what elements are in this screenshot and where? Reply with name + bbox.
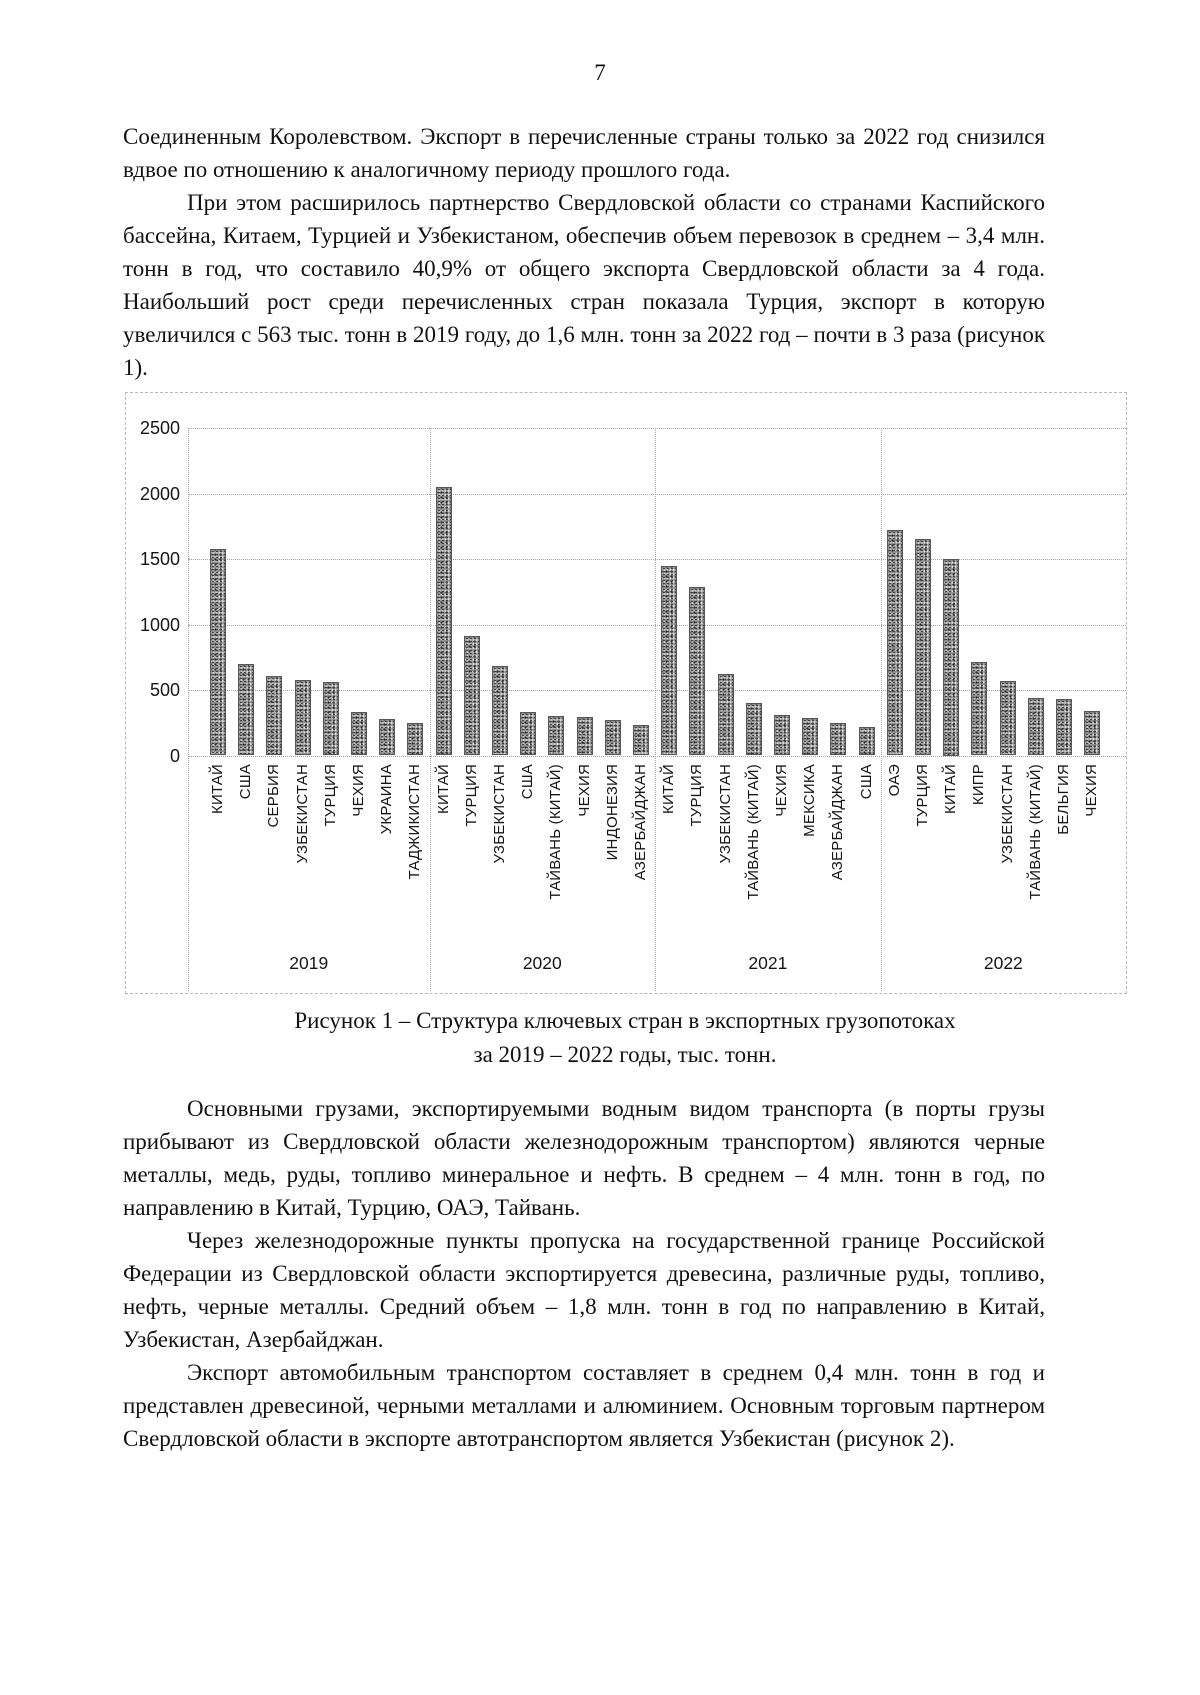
x-axis-label: АЗЕРБАЙДЖАН: [632, 764, 649, 881]
paragraph: Экспорт автомобильным транспортом состав…: [123, 1360, 1045, 1451]
bar: [1056, 699, 1072, 756]
page-number: 7: [594, 60, 606, 85]
x-axis-label: МЕКСИКА: [801, 764, 819, 837]
bar: [548, 715, 565, 756]
x-axis-label: СЕРБИЯ: [265, 764, 283, 828]
bar: [322, 681, 339, 756]
bar: [802, 718, 819, 756]
gridline: [188, 624, 1126, 626]
x-axis-label: АЗЕРБАЙДЖАН: [829, 764, 847, 881]
year-label: 2022: [983, 953, 1023, 973]
x-axis-label: ТАЙВАНЬ (КИТАЙ): [1026, 764, 1044, 900]
group-divider: [429, 428, 431, 991]
body-text-bottom: Основными грузами, экспортируемыми водны…: [123, 1092, 1045, 1455]
x-axis-label: УКРАИНА: [378, 764, 396, 835]
x-axis-label: УЗБЕКИСТАН: [293, 764, 311, 864]
x-axis-label: УЗБЕКИСТАН: [716, 764, 734, 864]
bar: [745, 703, 762, 756]
group-divider: [655, 428, 657, 991]
x-axis-label: КИПР: [970, 764, 988, 806]
figure-1-chart: 0 500 1000 1500 2000 2500 КИТАЙ США СЕРБИЯ УЗБЕКИ…: [125, 392, 1127, 994]
bar: [294, 680, 311, 756]
x-axis-label: ТУРЦИЯ: [688, 764, 706, 827]
bar: [1084, 710, 1101, 756]
paragraph: Соединенным Королевством. Экспорт в пере…: [123, 124, 1045, 182]
x-axis-label: ЧЕХИЯ: [350, 764, 367, 817]
x-axis-label: США: [519, 764, 537, 800]
bar: [689, 586, 706, 756]
bar: [379, 718, 396, 756]
year-label: 2021: [748, 953, 788, 973]
x-axis-label: ЧЕХИЯ: [773, 764, 790, 817]
x-axis-label: ОАЭ: [885, 764, 903, 797]
x-axis-label: ТАДЖИКИСТАН: [406, 764, 424, 880]
x-axis-label: ТАЙВАНЬ (КИТАЙ): [547, 764, 565, 900]
bar: [999, 681, 1016, 756]
y-axis-tick-label: 0: [169, 745, 180, 766]
gridline: [188, 559, 1126, 560]
bar: [971, 662, 988, 756]
bar: [492, 666, 508, 756]
paragraph: Основными грузами, экспортируемыми водны…: [123, 1096, 1045, 1220]
figure-caption-line2: за 2019 – 2022 годы, тыс. тонн.: [473, 1042, 777, 1067]
y-axis-tick-label: 1000: [139, 614, 180, 635]
body-text-top: Соединенным Королевством. Экспорт в пере…: [123, 120, 1045, 384]
x-axis-label: США: [237, 764, 255, 800]
x-axis-label: КИТАЙ: [209, 764, 226, 814]
x-axis-label: БЕЛЬГИЯ: [1055, 764, 1072, 835]
y-axis-tick-label: 500: [149, 680, 180, 700]
x-axis-label: ЧЕХИЯ: [575, 764, 593, 817]
figure-caption: Рисунок 1 – Структура ключевых стран в э…: [125, 1004, 1125, 1072]
bar: [1027, 697, 1044, 756]
figure-caption-line1: Рисунок 1 – Структура ключевых стран в э…: [294, 1008, 956, 1033]
gridline: [188, 493, 1126, 495]
paragraph: При этом расширилось партнерство Свердло…: [123, 190, 1045, 380]
y-axis-line: [188, 428, 189, 991]
x-axis-label: УЗБЕКИСТАН: [998, 764, 1016, 864]
y-axis-tick-label: 2500: [139, 418, 180, 438]
gridline: [188, 690, 1126, 691]
bar: [717, 674, 734, 756]
y-axis-tick-label: 2000: [139, 483, 180, 504]
group-divider: [880, 428, 882, 991]
x-axis-label: ТУРЦИЯ: [462, 764, 480, 827]
gridline: [188, 755, 1126, 757]
x-axis-label: США: [857, 764, 875, 800]
bar: [463, 636, 480, 756]
x-axis-label: ТАЙВАНЬ (КИТАЙ): [744, 764, 762, 900]
bar: [661, 565, 678, 756]
x-axis-label: КИТАЙ: [434, 764, 452, 814]
bar: [210, 548, 226, 756]
bar: [886, 530, 903, 756]
y-axis-tick-label: 1500: [139, 549, 180, 569]
x-axis-label: УЗБЕКИСТАН: [491, 764, 508, 864]
x-axis-label: КИТАЙ: [942, 764, 960, 814]
bar: [774, 714, 790, 756]
x-axis-label: ТУРЦИЯ: [914, 764, 931, 827]
bar: [858, 727, 875, 756]
bar: [266, 675, 283, 756]
bar: [351, 712, 367, 756]
bar: [915, 539, 931, 756]
paragraph: Через железнодорожные пункты пропуска на…: [123, 1228, 1045, 1352]
bar: [604, 720, 621, 756]
bar: [435, 486, 452, 756]
bar: [943, 559, 960, 756]
bar: [830, 723, 847, 756]
bar: [407, 723, 424, 756]
bar: [633, 725, 649, 756]
gridline: [188, 428, 1126, 429]
x-axis-label: ЧЕХИЯ: [1083, 764, 1101, 817]
x-axis-label: КИТАЙ: [660, 764, 678, 814]
bar: [576, 716, 593, 756]
x-axis-label: ТУРЦИЯ: [321, 764, 339, 827]
x-axis-label: ИНДОНЕЗИЯ: [603, 764, 621, 861]
year-label: 2019: [289, 953, 329, 973]
year-label: 2020: [522, 953, 562, 973]
bar: [238, 663, 255, 756]
bar: [520, 711, 537, 756]
